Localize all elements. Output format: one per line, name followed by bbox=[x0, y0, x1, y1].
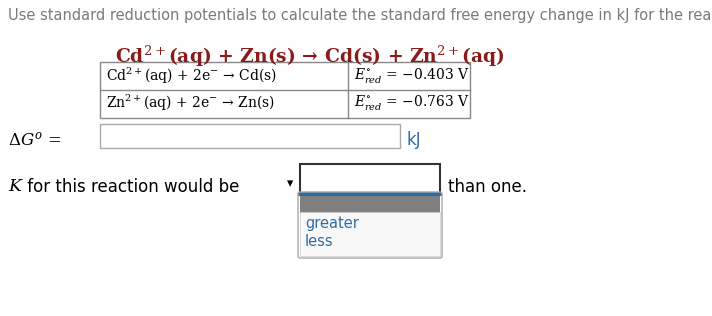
Text: $K$: $K$ bbox=[8, 178, 24, 195]
Text: Cd$^{2+}$(aq) + 2e$^{-}$ → Cd(s): Cd$^{2+}$(aq) + 2e$^{-}$ → Cd(s) bbox=[106, 66, 277, 86]
Bar bbox=[100, 62, 470, 118]
Bar bbox=[300, 212, 440, 256]
Text: Zn$^{2+}$(aq) + 2e$^{-}$ → Zn(s): Zn$^{2+}$(aq) + 2e$^{-}$ → Zn(s) bbox=[106, 93, 275, 113]
Text: $\Delta G^{o}$ =: $\Delta G^{o}$ = bbox=[8, 131, 61, 149]
Text: for this reaction would be: for this reaction would be bbox=[22, 178, 239, 196]
Text: than one.: than one. bbox=[448, 178, 527, 196]
Bar bbox=[100, 124, 400, 148]
Text: $E^{\circ}_{red}$ = −0.763 V: $E^{\circ}_{red}$ = −0.763 V bbox=[354, 93, 470, 112]
Text: ▾: ▾ bbox=[287, 177, 293, 190]
Bar bbox=[300, 164, 440, 194]
Text: kJ: kJ bbox=[407, 131, 422, 149]
Text: less: less bbox=[305, 234, 334, 249]
Text: Cd$^{2+}$(aq) + Zn(s) → Cd(s) + Zn$^{2+}$(aq): Cd$^{2+}$(aq) + Zn(s) → Cd(s) + Zn$^{2+}… bbox=[115, 44, 505, 69]
Text: $E^{\circ}_{red}$ = −0.403 V: $E^{\circ}_{red}$ = −0.403 V bbox=[354, 66, 470, 85]
Text: greater: greater bbox=[305, 216, 359, 231]
Bar bbox=[300, 194, 440, 214]
Text: Use standard reduction potentials to calculate the standard free energy change i: Use standard reduction potentials to cal… bbox=[8, 8, 712, 23]
